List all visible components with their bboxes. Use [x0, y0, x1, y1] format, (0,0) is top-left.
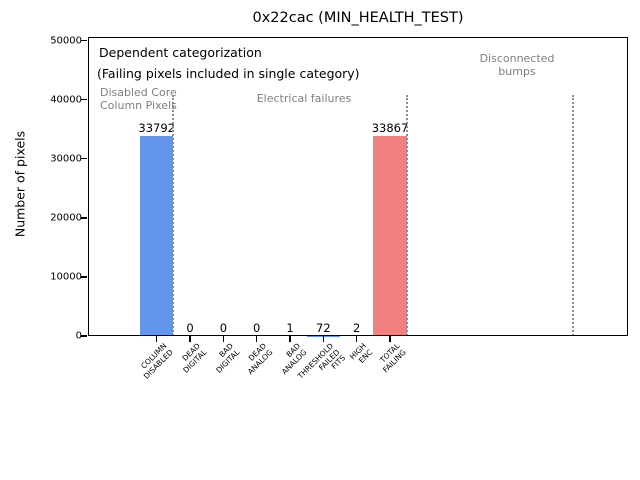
region-disconnected-bumps: Disconnected bumps	[479, 52, 555, 78]
bar-value-label: 0	[186, 321, 194, 335]
dependent-categorization-note: Dependent categorization	[99, 45, 262, 60]
bar-value-label: 1	[286, 320, 294, 335]
bar-value-label: 33867	[371, 120, 409, 135]
separator-line	[572, 94, 575, 336]
y-tick	[81, 39, 87, 42]
bar-value-label: 33792	[138, 121, 175, 136]
separator-line	[405, 94, 408, 336]
region-electrical-failures: Electrical failures	[256, 92, 352, 105]
y-tick-label: 0	[75, 330, 82, 342]
y-tick-label: 50000	[50, 35, 82, 46]
failing-pixels-note: (Failing pixels included in single categ…	[97, 66, 360, 81]
separator-line	[172, 94, 175, 336]
bar-value-label: 0	[253, 321, 261, 335]
bar-total-failing	[373, 135, 407, 336]
bar-value-label: 72	[316, 320, 331, 335]
x-tick-label-total-failing: TOTAL FAILING	[378, 341, 408, 375]
x-tick-label-dead-analog: DEAD ANALOG	[245, 341, 275, 376]
x-tick	[355, 336, 358, 342]
bar-value-label: 2	[353, 320, 361, 335]
y-tick-label: 20000	[50, 212, 82, 224]
x-tick	[222, 336, 225, 342]
chart-title: 0x22cac (MIN_HEALTH_TEST)	[252, 10, 464, 26]
x-tick	[255, 336, 258, 342]
x-tick-label-column-disabled: COLUMN DISABLED	[138, 341, 175, 381]
x-tick	[189, 336, 191, 342]
bar-column-disabled	[140, 136, 174, 336]
y-tick	[81, 276, 87, 278]
x-tick	[155, 336, 158, 342]
x-tick-label-high-enc: HIGH ENC	[348, 341, 375, 365]
x-tick	[389, 336, 391, 342]
x-tick	[289, 336, 291, 342]
region-disabled-core: Disabled Core Column Pixels	[100, 86, 177, 112]
y-tick	[81, 157, 87, 160]
y-tick-label: 30000	[50, 153, 82, 165]
x-tick-label-dead-digital: DEAD DIGITAL	[180, 341, 208, 375]
y-tick-label: 10000	[50, 271, 82, 283]
y-tick	[81, 217, 87, 219]
bar-value-label: 0	[219, 321, 228, 335]
y-tick-label: 40000	[50, 94, 82, 106]
y-tick	[81, 335, 87, 337]
x-tick-label-bad-digital: BAD DIGITAL	[213, 341, 242, 375]
y-tick	[81, 98, 87, 101]
x-tick	[322, 336, 325, 342]
